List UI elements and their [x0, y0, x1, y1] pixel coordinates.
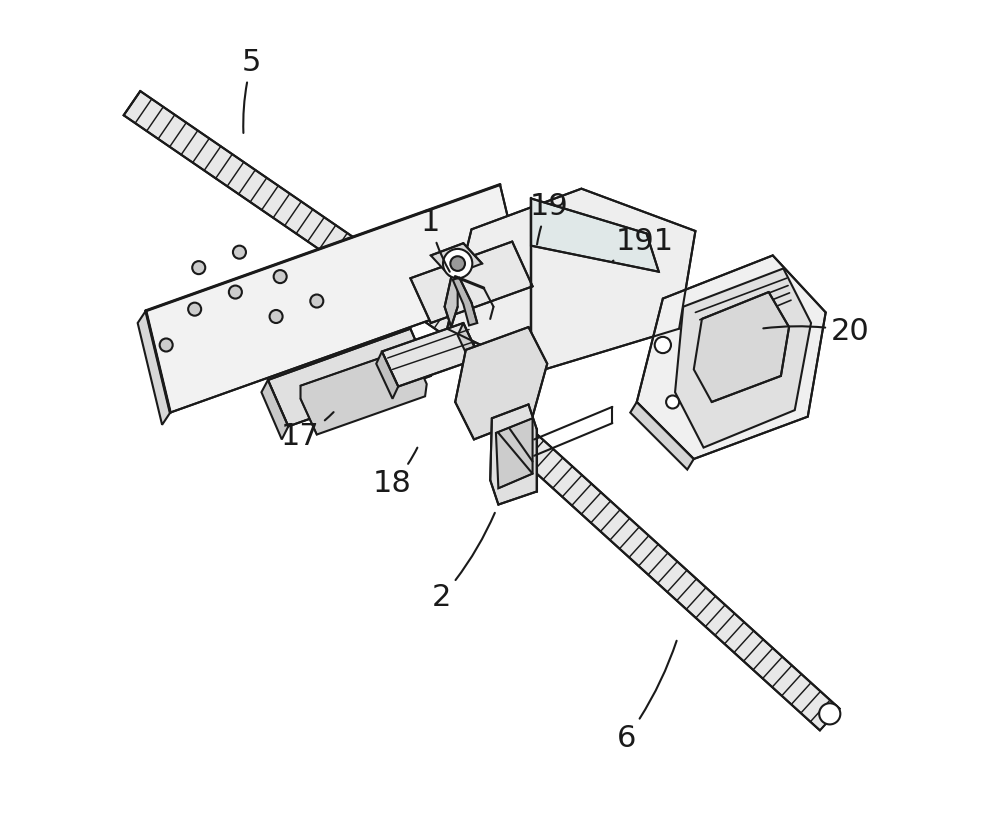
- Polygon shape: [445, 278, 458, 327]
- Circle shape: [229, 286, 242, 298]
- Circle shape: [655, 337, 671, 353]
- Text: 191: 191: [612, 227, 674, 261]
- Polygon shape: [453, 278, 477, 325]
- Text: 1: 1: [421, 208, 450, 272]
- Circle shape: [160, 338, 173, 351]
- Polygon shape: [496, 418, 533, 489]
- Polygon shape: [447, 189, 695, 372]
- Polygon shape: [376, 351, 398, 399]
- Polygon shape: [138, 310, 170, 425]
- Circle shape: [450, 257, 465, 271]
- Text: 18: 18: [373, 448, 417, 498]
- Polygon shape: [268, 328, 431, 426]
- Polygon shape: [531, 199, 659, 272]
- Polygon shape: [490, 404, 537, 505]
- Polygon shape: [124, 91, 508, 368]
- Circle shape: [274, 270, 287, 283]
- Circle shape: [270, 310, 283, 323]
- Polygon shape: [261, 380, 288, 440]
- Text: 6: 6: [617, 641, 677, 752]
- Polygon shape: [301, 347, 427, 435]
- Text: 20: 20: [763, 317, 869, 346]
- Circle shape: [443, 249, 472, 279]
- Circle shape: [666, 395, 679, 408]
- Text: 5: 5: [242, 48, 261, 133]
- Circle shape: [192, 261, 205, 275]
- Circle shape: [188, 302, 201, 315]
- Polygon shape: [431, 243, 482, 276]
- Polygon shape: [382, 323, 480, 386]
- Polygon shape: [675, 269, 811, 448]
- Polygon shape: [694, 292, 789, 402]
- Polygon shape: [146, 185, 524, 413]
- Circle shape: [310, 294, 323, 307]
- Circle shape: [819, 703, 840, 725]
- Polygon shape: [410, 242, 533, 323]
- Polygon shape: [630, 402, 694, 470]
- Text: 19: 19: [529, 192, 568, 244]
- Text: 17: 17: [281, 412, 334, 452]
- Circle shape: [233, 246, 246, 259]
- Polygon shape: [455, 327, 547, 440]
- Polygon shape: [637, 256, 826, 459]
- Polygon shape: [458, 323, 480, 370]
- Polygon shape: [515, 432, 840, 730]
- Text: 2: 2: [432, 513, 495, 612]
